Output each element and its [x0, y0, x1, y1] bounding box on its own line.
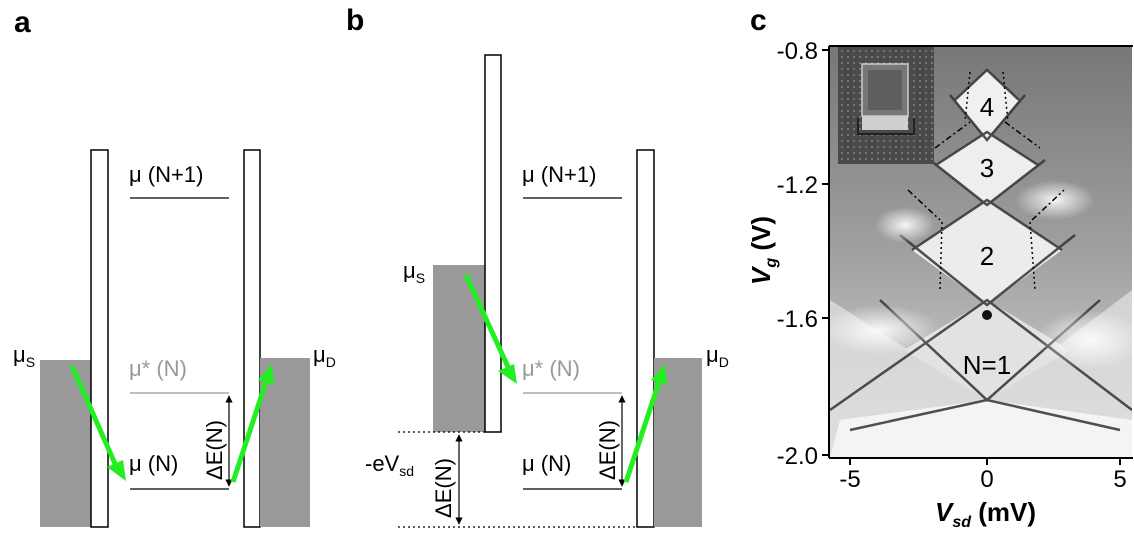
mu-source-label-b: μS [403, 258, 425, 286]
level-n-label: μ (N) [129, 451, 178, 476]
level-n-plus-1-label: μ (N+1) [129, 162, 203, 187]
region-label: N=1 [963, 350, 1011, 380]
x-tick-label: 5 [1113, 466, 1126, 493]
x-tick-label: 0 [980, 466, 993, 493]
y-tick-label: -1.6 [777, 306, 818, 333]
mu-drain-label-b: μD [706, 342, 729, 370]
y-tick-label: -2.0 [777, 443, 818, 470]
inset-sem-image [838, 46, 934, 164]
panel-c: c [746, 4, 1133, 531]
right-barrier [243, 149, 261, 528]
delta-e-label-right: ΔE(N) [595, 420, 620, 480]
delta-e-label-left: ΔE(N) [431, 458, 456, 518]
panel-a: a μ (N+1) μ* (N) μ (N) μS μD ΔE(N) [13, 6, 336, 528]
panel-c-label: c [750, 4, 767, 37]
y-ticks: -0.8 -1.2 -1.6 -2.0 [777, 38, 829, 470]
bias-label: -eVsd [365, 451, 414, 479]
panel-b-label: b [346, 4, 364, 37]
level-excited-label: μ* (N) [129, 356, 187, 381]
panel-b: b μ (N+1) μ* (N) μ (N) μS μD -eVsd ΔE(N)… [346, 4, 729, 528]
left-barrier [90, 149, 109, 528]
green-arrow-in-b [463, 273, 517, 384]
region-label: 4 [980, 92, 994, 122]
region-label: 2 [980, 241, 994, 271]
mu-drain-label: μD [313, 342, 336, 370]
panel-a-label: a [14, 6, 31, 39]
delta-e-label: ΔE(N) [202, 420, 227, 480]
green-arrow-out [230, 364, 274, 483]
source-reservoir [40, 360, 92, 527]
region-label: 3 [980, 153, 994, 183]
y-tick-label: -1.2 [777, 172, 818, 199]
mu-source-label: μS [13, 342, 35, 370]
drain-reservoir-b [654, 358, 702, 527]
y-axis-title: Vg (V) [746, 216, 780, 285]
x-ticks: -5 0 5 [839, 458, 1127, 493]
level-n-plus-1-label-b: μ (N+1) [522, 162, 596, 187]
right-barrier-b [636, 149, 655, 528]
green-arrow-in [69, 364, 126, 481]
y-tick-label: -0.8 [777, 38, 818, 65]
drain-reservoir [260, 358, 310, 527]
region-labels: 4 3 2 N=1 [963, 92, 1011, 380]
x-axis-title: Vsd (mV) [935, 497, 1036, 531]
level-n-label-b: μ (N) [522, 451, 571, 476]
x-tick-label: -5 [839, 466, 860, 493]
level-excited-label-b: μ* (N) [522, 356, 580, 381]
left-barrier-b [484, 54, 502, 433]
source-reservoir-b [433, 265, 485, 432]
green-arrow-out-b [623, 364, 667, 483]
